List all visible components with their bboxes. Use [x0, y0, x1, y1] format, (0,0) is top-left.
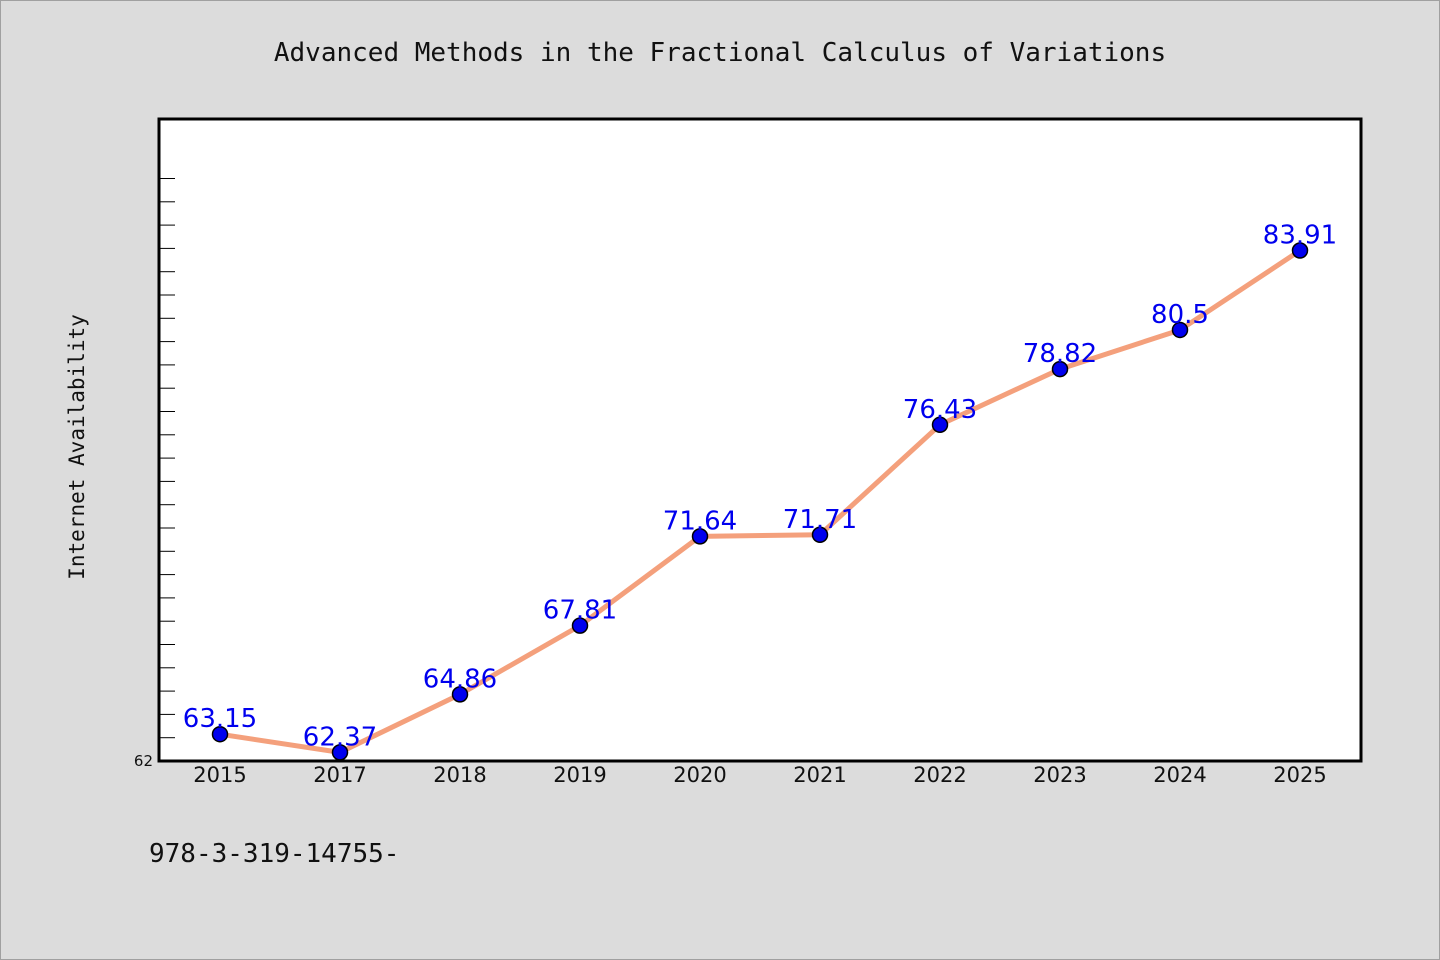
plot-area [157, 117, 1363, 763]
data-point [691, 528, 709, 545]
data-label: 71.71 [783, 505, 857, 535]
data-point [451, 686, 469, 703]
data-point [931, 416, 949, 434]
x-tick-label: 2021 [793, 763, 846, 787]
y-axis-label: Internet Availability [65, 314, 89, 580]
data-point [331, 744, 349, 761]
data-label: 64.86 [423, 664, 497, 694]
series-line-group [217, 247, 1303, 755]
data-label: 80.5 [1151, 300, 1209, 330]
x-axis-tick-labels: 2015 2017 2018 2019 2020 2021 2022 2023 2024 2025 [193, 763, 1326, 787]
x-tick-label: 2022 [913, 763, 966, 787]
y-axis-ticks [160, 178, 175, 739]
series-line [217, 247, 1303, 755]
x-tick-label: 2017 [313, 763, 366, 787]
data-label: 62.37 [303, 722, 377, 752]
x-tick-label: 2025 [1273, 763, 1326, 787]
data-point [1171, 321, 1189, 339]
data-point [811, 526, 829, 544]
chart-title: Advanced Methods in the Fractional Calcu… [274, 38, 1166, 68]
x-tick-label: 2015 [193, 763, 246, 787]
data-label: 83.91 [1263, 220, 1337, 250]
data-point [571, 617, 589, 634]
series-data-labels: 63.15 62.37 64.86 67.81 71.64 71.71 76.43 78.82… [183, 220, 1337, 752]
data-label: 76.43 [903, 395, 977, 425]
data-label: 67.81 [543, 596, 617, 626]
series-points [211, 242, 1309, 761]
x-tick-label: 2018 [433, 763, 486, 787]
data-label: 63.15 [183, 704, 257, 734]
data-label: 78.82 [1023, 339, 1097, 369]
y-tick-label: 62 [134, 752, 153, 770]
data-point [1051, 360, 1069, 378]
data-label: 71.64 [663, 506, 737, 536]
footer-isbn: 978-3-319-14755- [149, 839, 399, 869]
data-point [211, 725, 229, 743]
data-point [1291, 242, 1309, 259]
x-tick-label: 2019 [553, 763, 606, 787]
x-tick-label: 2023 [1033, 763, 1086, 787]
x-tick-label: 2020 [673, 763, 726, 787]
x-tick-label: 2024 [1153, 763, 1206, 787]
